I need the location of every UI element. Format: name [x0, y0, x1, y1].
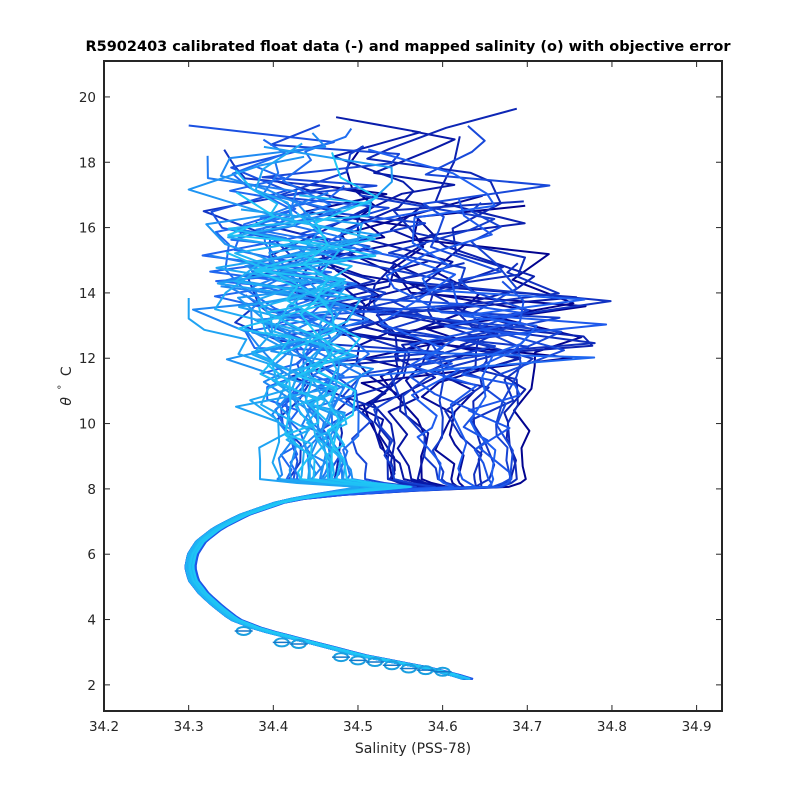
x-tick-label: 34.5	[343, 719, 373, 735]
plot-frame	[103, 60, 723, 712]
y-tick-label: 6	[87, 547, 96, 563]
x-tick-label: 34.6	[428, 719, 458, 735]
x-tick-label: 34.3	[174, 719, 204, 735]
y-tick-label: 16	[79, 221, 96, 237]
y-tick-label: 18	[79, 155, 96, 171]
y-tick-label: 2	[87, 678, 96, 694]
y-tick-label: 20	[79, 90, 96, 106]
x-tick-label: 34.4	[258, 719, 288, 735]
x-axis-label: Salinity (PSS-78)	[355, 741, 471, 757]
svg-text:θ ° C: θ ° C	[53, 366, 75, 405]
y-tick-label: 4	[87, 613, 96, 629]
x-tick-label: 34.8	[597, 719, 627, 735]
float-profiles	[184, 107, 612, 680]
y-tick-label: 14	[79, 286, 96, 302]
plot-area	[104, 61, 722, 711]
x-tick-label: 34.9	[682, 719, 712, 735]
y-axis-label-degree: °	[57, 385, 68, 390]
y-tick-label: 12	[79, 351, 96, 367]
profile-line	[192, 152, 459, 677]
y-axis-label-symbol: θ	[59, 397, 75, 406]
y-tick-label: 8	[87, 482, 96, 498]
x-tick-label: 34.7	[512, 719, 542, 735]
x-tick-label: 34.2	[89, 719, 119, 735]
y-axis-label: θ ° C	[53, 366, 75, 405]
x-axis-ticks: 34.2 34.3 34.4 34.5 34.6 34.7 34.8 34.9	[89, 61, 712, 735]
y-axis-ticks: 2 4 6 8 10 12 14 16 18 20	[79, 90, 722, 694]
y-axis-label-unit: C	[59, 366, 75, 376]
chart-title: R5902403 calibrated float data (-) and m…	[85, 39, 731, 55]
mapped-salinity-points	[234, 625, 452, 677]
y-tick-label: 10	[79, 417, 96, 433]
